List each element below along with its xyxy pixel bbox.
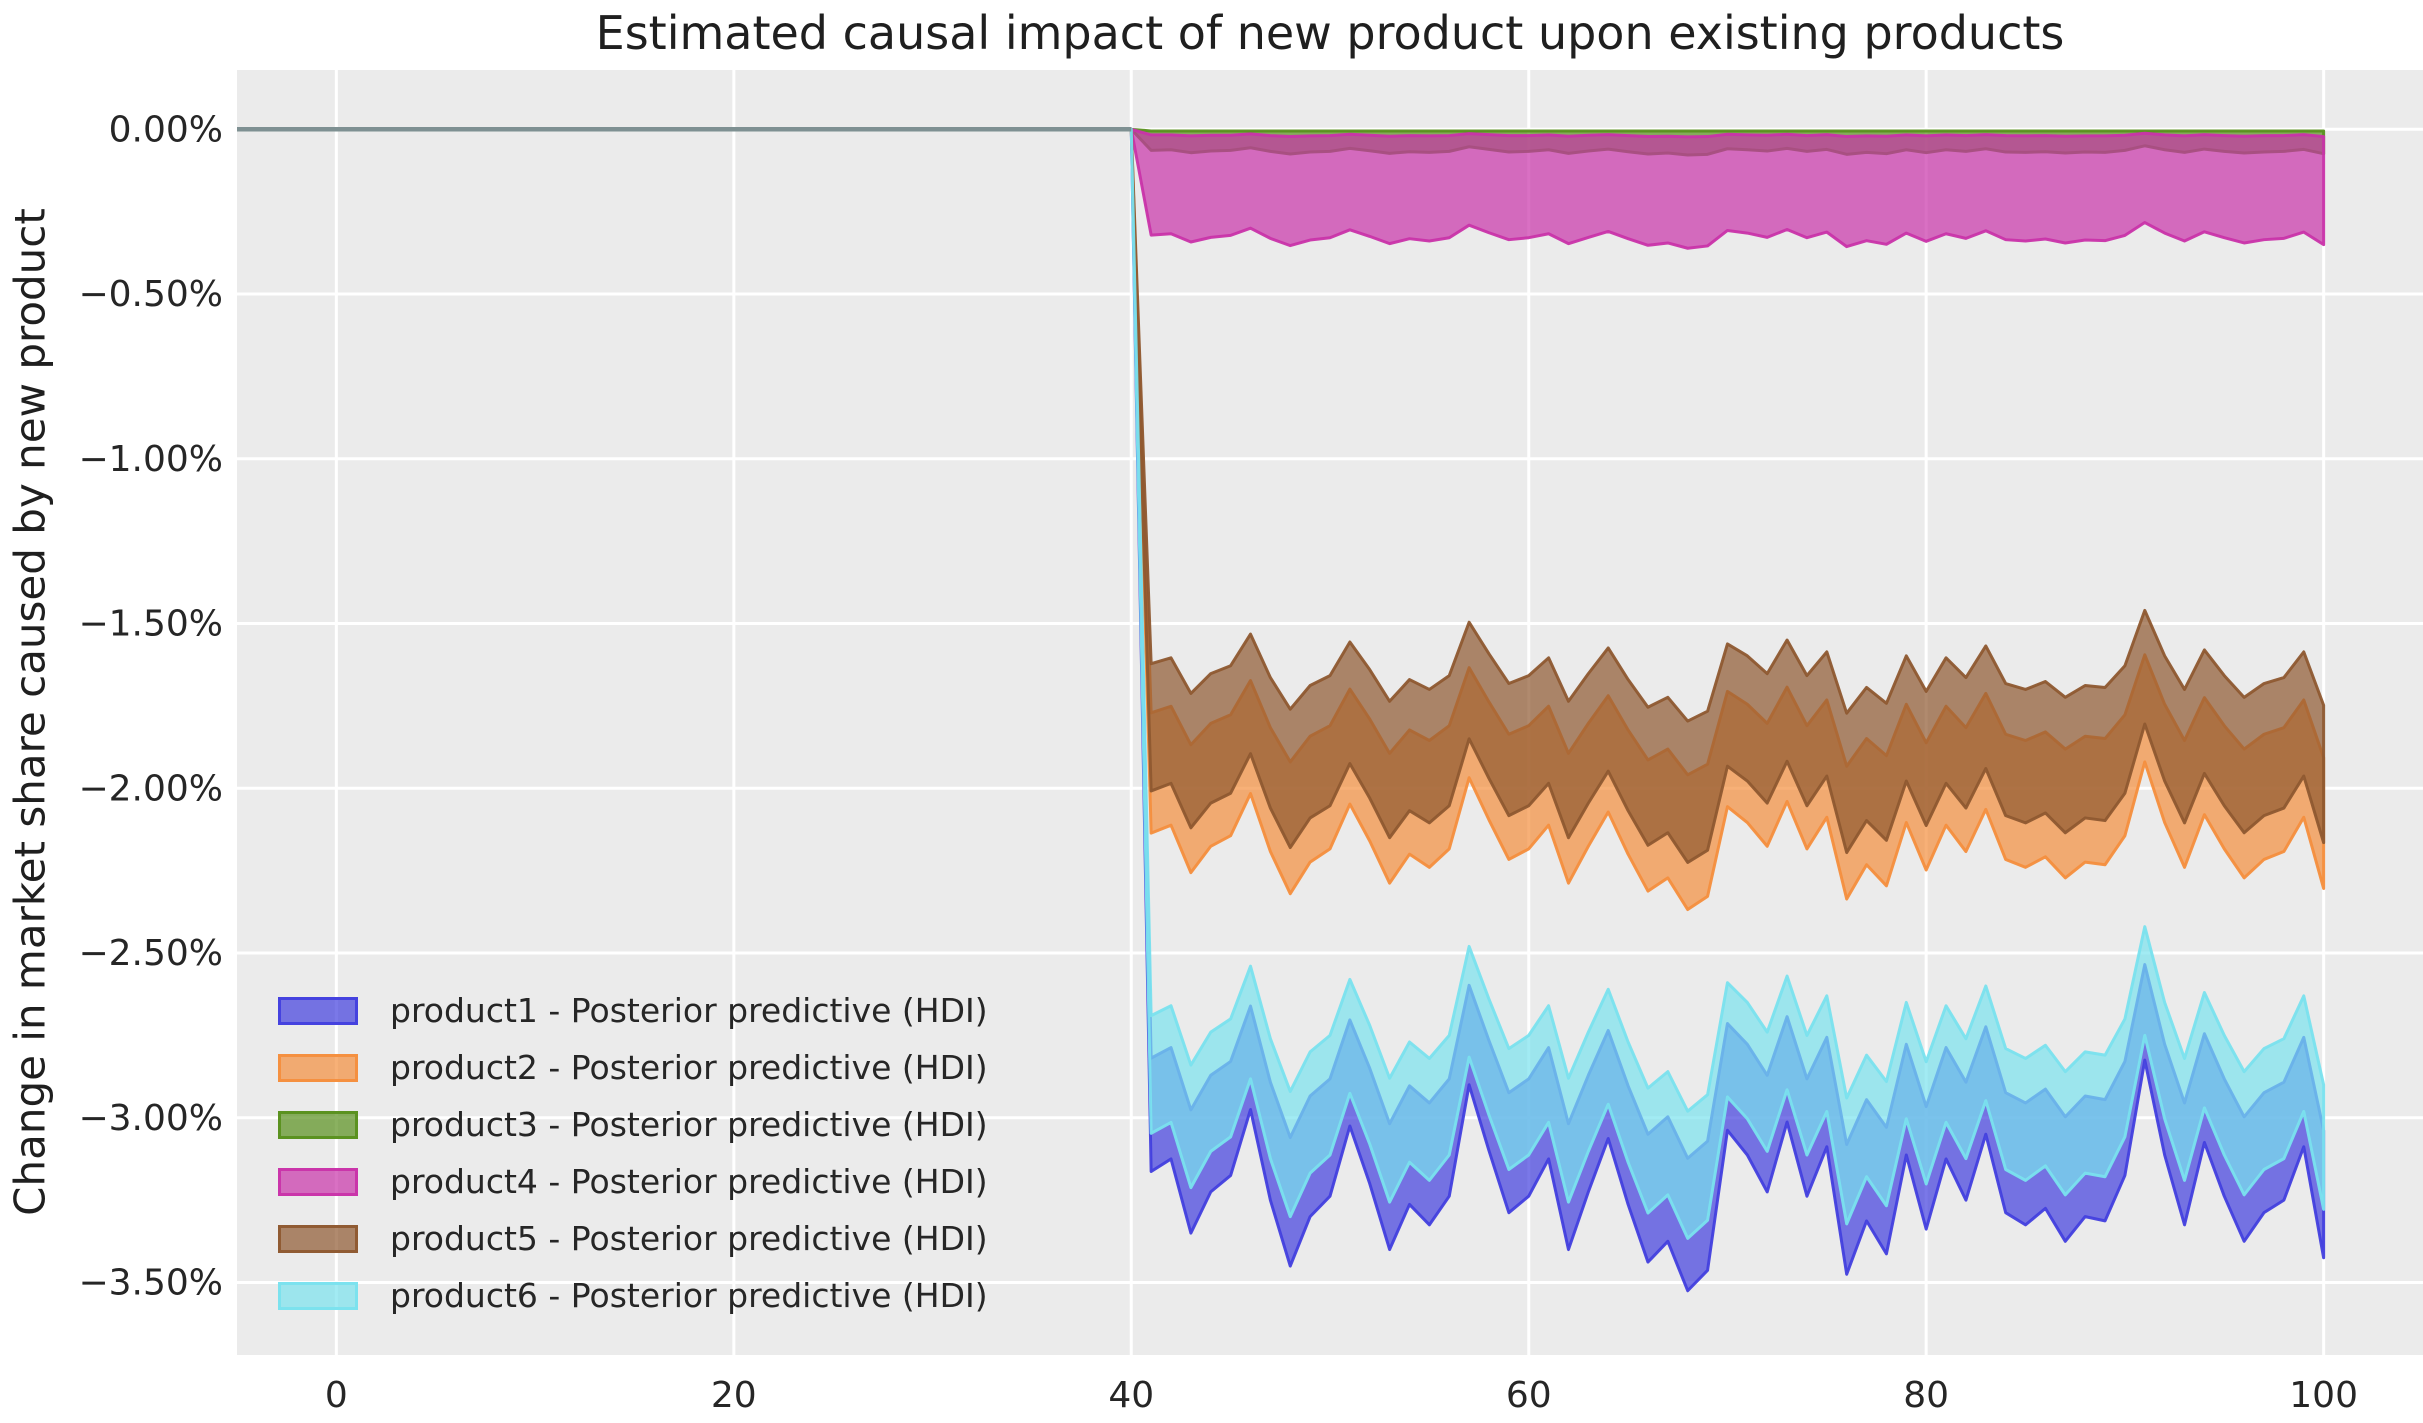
x-tick-label: 60 [1506,1375,1552,1416]
y-tick-label: −2.00% [78,768,223,809]
legend-label-product6: product6 - Posterior predictive (HDI) [390,1276,988,1315]
legend-swatch-product3 [278,1110,358,1139]
y-tick-label: −1.50% [78,604,223,645]
hdi-band-product6 [1129,127,2326,1240]
legend-label-product4: product4 - Posterior predictive (HDI) [390,1162,988,1201]
legend: product1 - Posterior predictive (HDI) pro… [278,982,988,1324]
legend-swatch-product5 [278,1224,358,1253]
y-tick-label: 0.00% [109,109,223,150]
x-tick-label: 0 [325,1375,348,1416]
legend-label-product2: product2 - Posterior predictive (HDI) [390,1048,988,1087]
y-tick-label: −3.50% [78,1263,223,1304]
x-tick-label: 40 [1108,1375,1154,1416]
legend-swatch-product2 [278,1053,358,1082]
legend-swatch-product1 [278,996,358,1025]
x-tick-label: 20 [711,1375,757,1416]
legend-label-product3: product3 - Posterior predictive (HDI) [390,1105,988,1144]
x-tick-label: 100 [2289,1375,2358,1416]
legend-row-product3: product3 - Posterior predictive (HDI) [278,1096,988,1153]
legend-row-product2: product2 - Posterior predictive (HDI) [278,1039,988,1096]
legend-row-product4: product4 - Posterior predictive (HDI) [278,1153,988,1210]
y-tick-label: −3.00% [78,1098,223,1139]
hdi-band-product4 [1129,127,2326,250]
legend-row-product1: product1 - Posterior predictive (HDI) [278,982,988,1039]
y-tick-label: −1.00% [78,439,223,480]
legend-label-product1: product1 - Posterior predictive (HDI) [390,991,988,1030]
x-tick-label: 80 [1903,1375,1949,1416]
legend-swatch-product6 [278,1281,358,1310]
legend-label-product5: product5 - Posterior predictive (HDI) [390,1219,988,1258]
y-tick-label: −0.50% [78,274,223,315]
legend-row-product5: product5 - Posterior predictive (HDI) [278,1210,988,1267]
legend-swatch-product4 [278,1167,358,1196]
legend-row-product6: product6 - Posterior predictive (HDI) [278,1267,988,1324]
chart-title: Estimated causal impact of new product u… [595,6,2065,60]
y-tick-label: −2.50% [78,933,223,974]
hdi-band-product5 [1129,127,2326,864]
